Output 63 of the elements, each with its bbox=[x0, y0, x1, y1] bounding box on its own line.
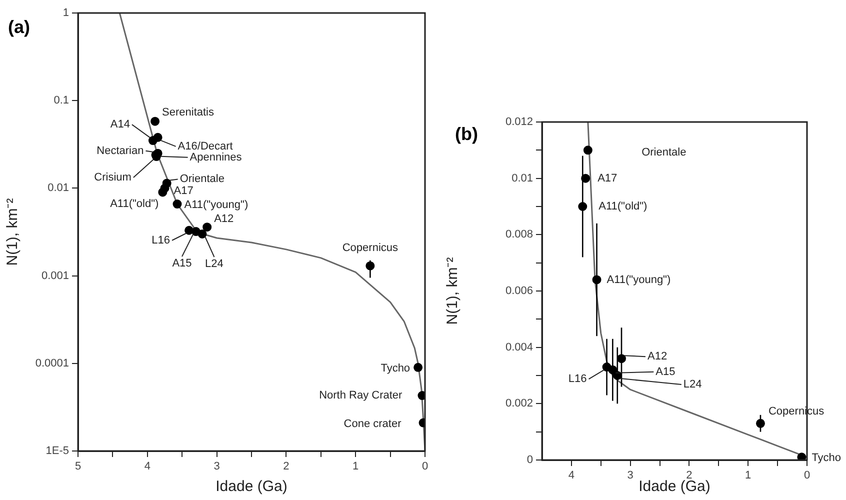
x-tick-label: 2 bbox=[283, 460, 290, 473]
y-tick-label: 0.01 bbox=[512, 172, 533, 184]
annotation: Tycho bbox=[812, 452, 842, 464]
point bbox=[158, 188, 168, 197]
annotation: A11("young") bbox=[184, 199, 248, 212]
y-tick-label: 0.002 bbox=[505, 398, 533, 410]
y-tick-label: 0.012 bbox=[505, 116, 533, 128]
annotation: L16 bbox=[152, 234, 170, 246]
annotation: A15 bbox=[172, 258, 192, 270]
y-tick-label: 0.1 bbox=[54, 94, 69, 107]
x-axis-title: Idade (Ga) bbox=[216, 478, 288, 496]
chart-title: (b) bbox=[455, 124, 478, 144]
x-tick-label: 1 bbox=[745, 470, 752, 482]
annotation: Cone crater bbox=[344, 418, 402, 430]
y-axis-title: N(1), km⁻² bbox=[444, 257, 462, 325]
point bbox=[150, 116, 160, 126]
annotation: Copernicus bbox=[342, 242, 398, 254]
y-tick-label: 0.004 bbox=[505, 341, 533, 354]
annotation: Nectarian bbox=[96, 144, 144, 157]
annotation: A17 bbox=[174, 185, 194, 198]
x-tick-label: 4 bbox=[568, 470, 575, 482]
x-tick-label: 0 bbox=[804, 470, 810, 482]
x-tick-label: 3 bbox=[214, 460, 220, 473]
annotation: A14 bbox=[110, 118, 130, 131]
annotation: A12 bbox=[214, 213, 234, 226]
annotation: North Ray Crater bbox=[319, 390, 403, 402]
annotation: L16 bbox=[568, 373, 587, 386]
point bbox=[414, 362, 423, 372]
annotation: Apennines bbox=[190, 151, 242, 164]
y-tick-label: 0.006 bbox=[505, 285, 533, 298]
x-tick-label: 3 bbox=[627, 470, 634, 482]
annotation: A12 bbox=[648, 350, 668, 363]
y-tick-label: 0.0001 bbox=[35, 357, 69, 370]
point bbox=[583, 146, 592, 155]
annotation: A11("young") bbox=[606, 274, 671, 286]
chart-title: (a) bbox=[8, 16, 30, 37]
point bbox=[198, 230, 207, 239]
y-tick-label: 1 bbox=[62, 7, 69, 20]
annotation: Crisium bbox=[94, 172, 132, 184]
annotation: Serenitatis bbox=[162, 106, 215, 118]
annotation: Tycho bbox=[380, 362, 410, 374]
x-tick-label: 0 bbox=[422, 460, 428, 473]
y-axis-title: N(1), km⁻² bbox=[4, 198, 22, 266]
y-tick-label: 0.008 bbox=[505, 228, 533, 241]
annotation: A11("old") bbox=[110, 198, 159, 210]
annotation: Orientale bbox=[180, 173, 224, 186]
annotation: A17 bbox=[598, 172, 618, 184]
point bbox=[797, 452, 806, 460]
x-tick-label: 4 bbox=[144, 460, 150, 473]
point bbox=[153, 132, 162, 142]
annotation: L24 bbox=[683, 378, 702, 391]
annotation: A15 bbox=[656, 366, 676, 378]
point bbox=[202, 222, 212, 232]
x-tick-label: 5 bbox=[74, 460, 82, 473]
point bbox=[172, 200, 182, 209]
annotation: Orientale bbox=[642, 146, 686, 158]
annotation: A16/Decart bbox=[178, 140, 233, 152]
annotation: A11("old") bbox=[598, 200, 648, 213]
y-tick-label: 0.01 bbox=[48, 182, 69, 194]
annotation: L24 bbox=[205, 258, 224, 270]
y-tick-label: 1E-5 bbox=[46, 445, 69, 458]
x-tick-label: 1 bbox=[352, 460, 359, 473]
y-tick-label: 0.001 bbox=[41, 270, 69, 282]
